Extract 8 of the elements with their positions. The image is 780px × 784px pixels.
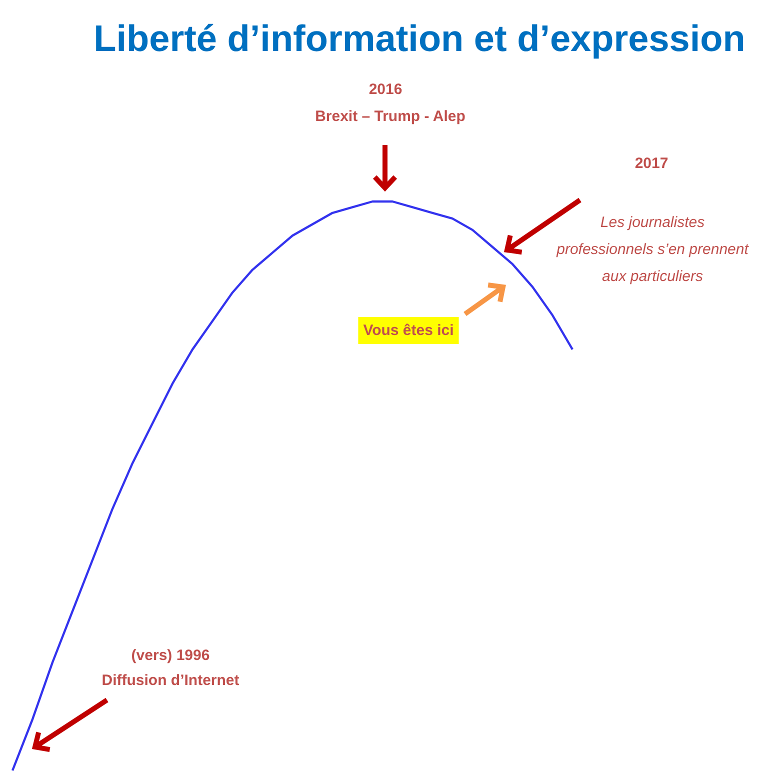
text: 2016 [368, 81, 402, 98]
annotation: Vous êtes ici [363, 322, 454, 339]
chart-title: Liberté d’information et d’expression [94, 18, 746, 59]
annotation: Diffusion d’Internet [102, 672, 240, 689]
annotation: (vers) 1996 [131, 647, 210, 664]
text: 2017 [634, 155, 668, 172]
annotation: Les journalistes professionnels s’en prennent aux particuliers [556, 214, 750, 285]
text: Brexit – Trump - Alep [315, 108, 466, 125]
